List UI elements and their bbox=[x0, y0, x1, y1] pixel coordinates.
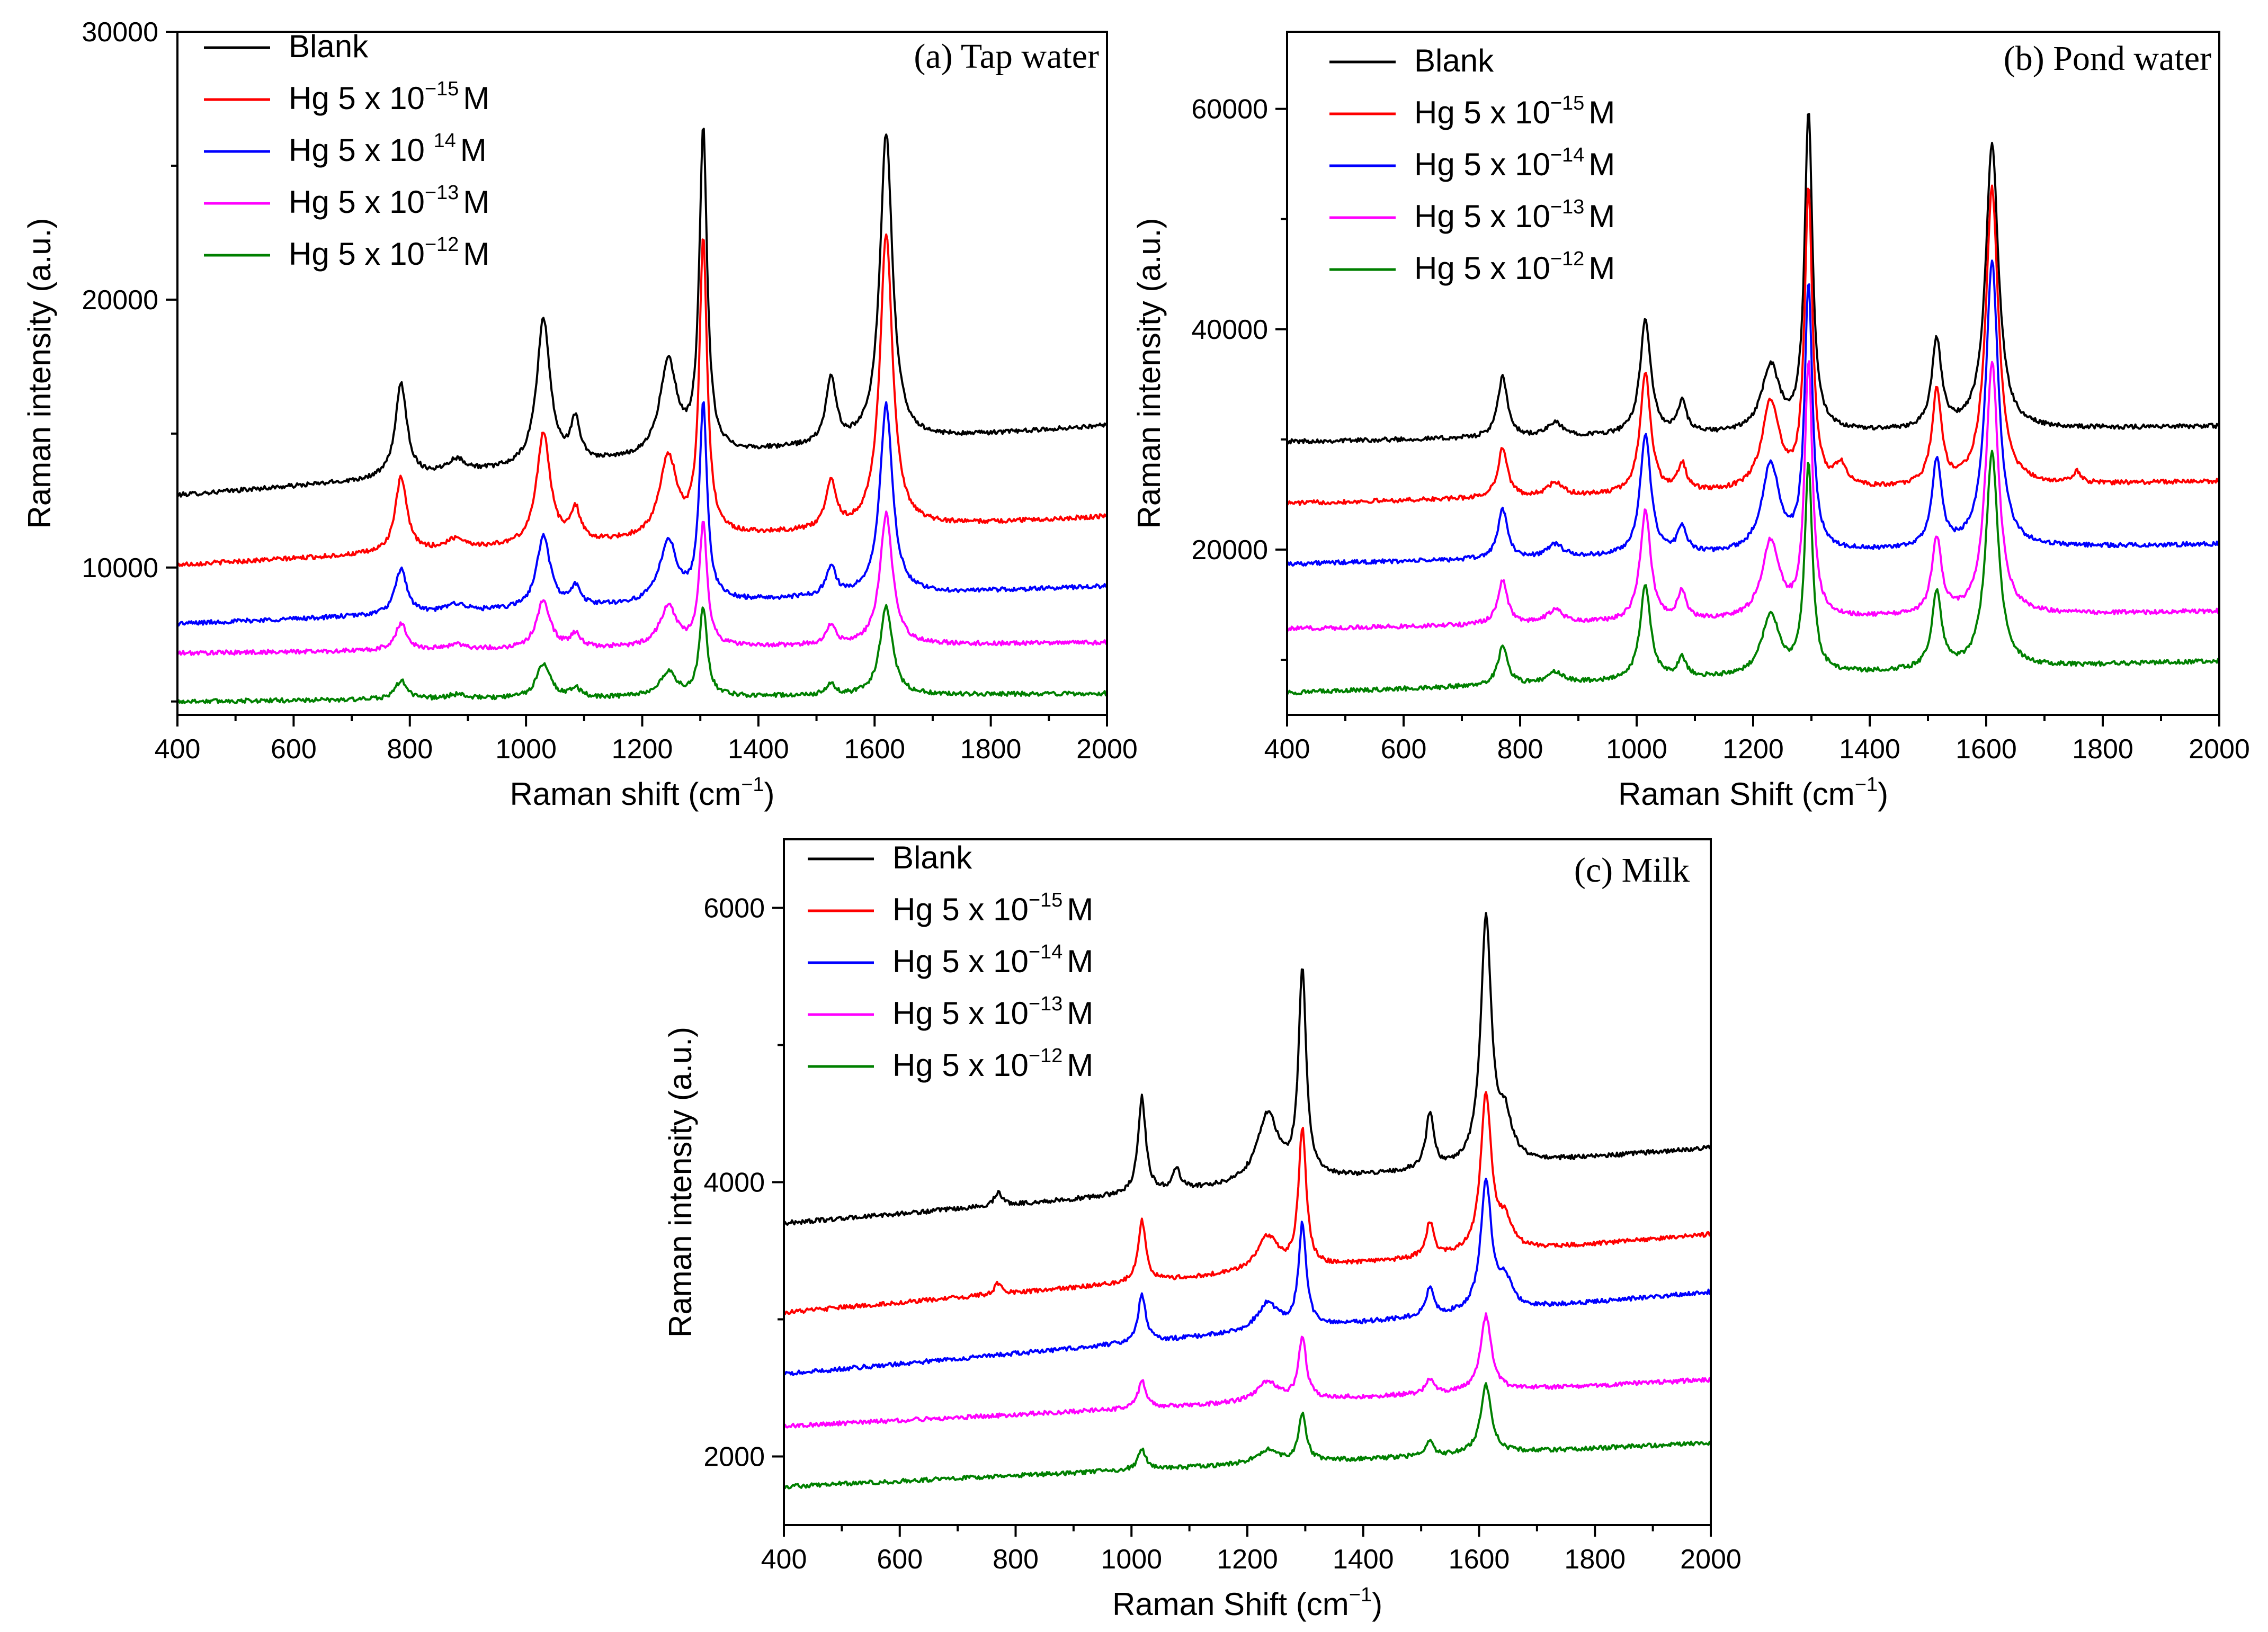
chart-panel-a: 400 600 800 1000 1200 1400 1600 1800 2000 10000 20… bbox=[22, 17, 1138, 812]
series-line-hg-1 bbox=[177, 233, 1108, 567]
x-axis-title: Raman shift (cm−1) bbox=[510, 774, 774, 812]
series-line-hg-1 bbox=[1286, 184, 2220, 506]
legend-label: Hg 5 x 10−15 M bbox=[892, 889, 1093, 927]
x-tick-label: 1000 bbox=[1606, 734, 1667, 765]
x-axis-title: Raman Shift (cm−1) bbox=[1618, 774, 1888, 812]
y-axis-title: Raman intensity (a.u.) bbox=[1131, 218, 1167, 529]
legend-label: Hg 5 x 10−13 M bbox=[1414, 196, 1615, 234]
x-tick-label: 2000 bbox=[1076, 734, 1138, 765]
legend-label: Blank bbox=[1414, 43, 1494, 78]
legend-label: Hg 5 x 10−12 M bbox=[289, 234, 489, 272]
legend-label: Hg 5 x 10−13 M bbox=[289, 182, 489, 220]
x-tick-label: 1400 bbox=[728, 734, 789, 765]
x-tick-label: 1200 bbox=[1217, 1544, 1278, 1575]
y-tick-label: 10000 bbox=[82, 553, 158, 584]
series-line-hg-2 bbox=[1286, 259, 2220, 567]
x-tick-label: 1200 bbox=[1722, 734, 1784, 765]
series-line-hg-3 bbox=[176, 510, 1108, 656]
x-tick-label: 1600 bbox=[1956, 734, 2017, 765]
y-axis-title: Raman intensity (a.u.) bbox=[663, 1027, 698, 1338]
panel-title: (b) Pond water bbox=[2004, 39, 2211, 78]
legend-label: Hg 5 x 10−15 M bbox=[289, 78, 489, 116]
legend-label: Hg 5 x 10−12 M bbox=[892, 1045, 1093, 1083]
chart-panel-b: 400 600 800 1000 1200 1400 1600 1800 2000 20000 40… bbox=[1131, 31, 2250, 812]
series-line-hg-4 bbox=[1286, 450, 2220, 696]
series-line-hg-1 bbox=[783, 1091, 1712, 1315]
y-tick-label: 30000 bbox=[82, 17, 158, 48]
x-tick-label: 400 bbox=[1264, 734, 1310, 765]
y-tick-label: 4000 bbox=[703, 1168, 765, 1198]
legend: Blank Hg 5 x 10−15 M Hg 5 x 10 14 M Hg 5 x 10… bbox=[204, 29, 489, 272]
legend-label: Hg 5 x 10−14 M bbox=[892, 941, 1093, 979]
series-line-blank bbox=[1287, 113, 2220, 445]
series-line-hg-3 bbox=[1287, 360, 2220, 632]
x-tick-label: 600 bbox=[877, 1544, 923, 1575]
y-tick-label: 60000 bbox=[1191, 94, 1268, 125]
x-tick-label: 800 bbox=[1497, 734, 1543, 765]
legend: Blank Hg 5 x 10−15 M Hg 5 x 10−14 M Hg 5 x 10… bbox=[1329, 43, 1615, 286]
x-tick-label: 1600 bbox=[1449, 1544, 1510, 1575]
x-tick-label: 1800 bbox=[2072, 734, 2133, 765]
series-line-blank bbox=[176, 128, 1108, 498]
series-line-hg-4 bbox=[783, 1382, 1712, 1490]
x-tick-label: 800 bbox=[993, 1544, 1039, 1575]
x-tick-label: 400 bbox=[761, 1544, 807, 1575]
series-line-hg-2 bbox=[783, 1178, 1712, 1376]
chart-panel-c: 400 600 800 1000 1200 1400 1600 1800 2000 2000 400… bbox=[663, 838, 1742, 1622]
x-tick-label: 1800 bbox=[1564, 1544, 1626, 1575]
x-tick-label: 800 bbox=[387, 734, 433, 765]
x-tick-label: 1000 bbox=[495, 734, 557, 765]
panel-title: (a) Tap water bbox=[914, 37, 1099, 76]
x-tick-label: 1400 bbox=[1333, 1544, 1394, 1575]
y-axis-title: Raman intensity (a.u.) bbox=[22, 218, 57, 529]
x-tick-label: 1800 bbox=[960, 734, 1022, 765]
x-tick-label: 2000 bbox=[2189, 734, 2250, 765]
plot-frame bbox=[1286, 31, 2220, 716]
series-line-hg-3 bbox=[783, 1312, 1711, 1429]
legend-label: Hg 5 x 10−12 M bbox=[1414, 248, 1615, 286]
x-tick-label: 400 bbox=[155, 734, 201, 765]
legend-label: Hg 5 x 10−15 M bbox=[1414, 92, 1615, 130]
series-line-hg-2 bbox=[176, 401, 1108, 627]
x-tick-label: 1400 bbox=[1839, 734, 1900, 765]
x-tick-label: 600 bbox=[271, 734, 317, 765]
series-line-hg-4 bbox=[177, 604, 1108, 704]
y-tick-label: 40000 bbox=[1191, 315, 1268, 345]
x-axis-title: Raman Shift (cm−1) bbox=[1112, 1584, 1382, 1622]
y-tick-label: 20000 bbox=[1191, 535, 1268, 566]
x-tick-label: 1000 bbox=[1101, 1544, 1162, 1575]
x-tick-label: 2000 bbox=[1680, 1544, 1742, 1575]
legend-label: Hg 5 x 10 14 M bbox=[289, 130, 487, 168]
y-tick-label: 2000 bbox=[703, 1442, 765, 1473]
x-tick-label: 1200 bbox=[612, 734, 673, 765]
x-tick-label: 1600 bbox=[844, 734, 905, 765]
series-line-blank bbox=[783, 912, 1712, 1226]
panel-title: (c) Milk bbox=[1574, 851, 1690, 890]
legend-label: Blank bbox=[892, 840, 972, 875]
legend: Blank Hg 5 x 10−15 M Hg 5 x 10−14 M Hg 5 x 10… bbox=[808, 840, 1093, 1083]
y-tick-label: 20000 bbox=[82, 285, 158, 316]
legend-label: Hg 5 x 10−14 M bbox=[1414, 144, 1615, 182]
legend-label: Blank bbox=[289, 29, 369, 64]
x-tick-label: 600 bbox=[1381, 734, 1427, 765]
y-tick-label: 6000 bbox=[703, 893, 765, 924]
legend-label: Hg 5 x 10−13 M bbox=[892, 993, 1093, 1031]
